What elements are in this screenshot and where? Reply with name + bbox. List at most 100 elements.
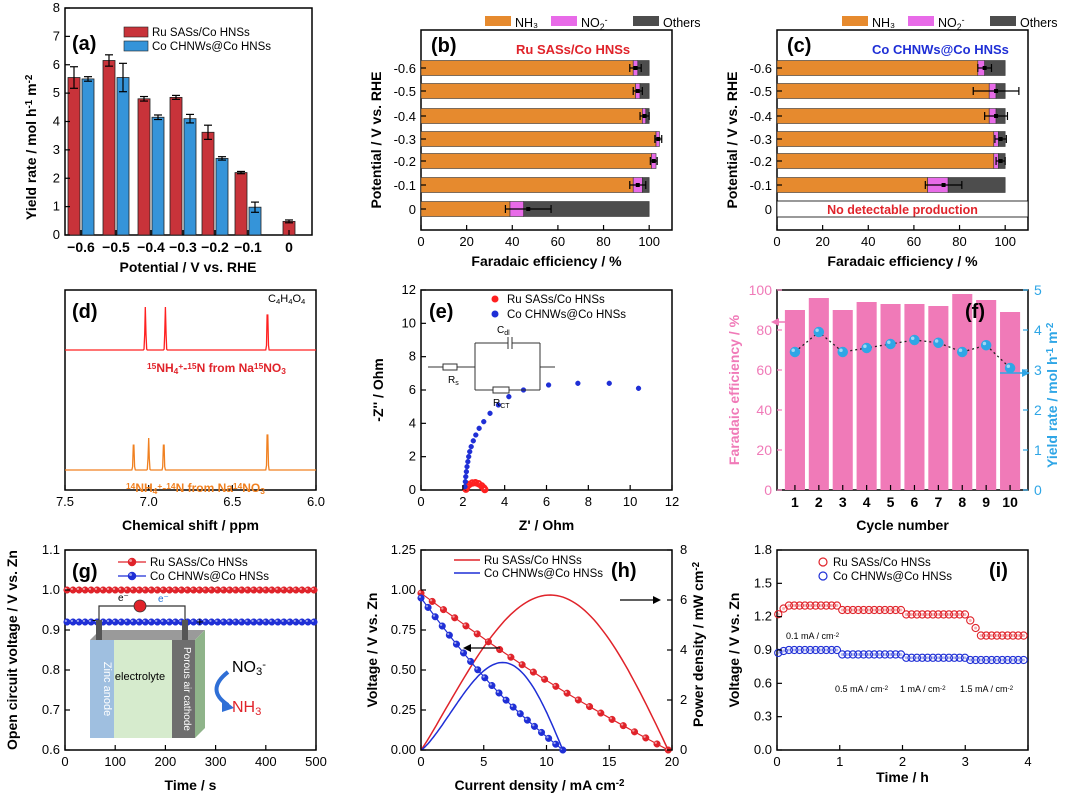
y-tick-label: -0.3 [394,132,416,147]
y-tick-label: 0.50 [391,662,416,677]
point-highlight [910,336,915,340]
point-highlight [305,619,308,622]
data-point [481,485,489,494]
stacked-bar [776,131,995,147]
point-highlight [532,724,535,727]
data-point [980,339,992,351]
data-point [75,586,83,594]
text-span: NO [232,659,256,676]
text-span: NH [135,481,152,495]
point-fill [920,612,924,616]
point-highlight [553,741,556,745]
legend-marker [818,571,828,581]
point-highlight [179,587,182,590]
text-span: 14 [233,481,243,491]
stacked-bar [420,177,634,193]
panel-label: (b) [431,35,457,57]
point-highlight [161,619,164,622]
data-point [806,645,815,655]
point-fill [947,612,951,616]
point-highlight [251,587,254,590]
y-tick-label: 1.00 [391,582,416,597]
data-point [226,586,234,594]
x-tick-label: 7 [934,494,942,510]
legend-swatch [842,16,868,26]
point-highlight [475,667,478,670]
x-tick-label: 9 [982,494,990,510]
point-highlight [64,619,68,622]
bar [928,306,949,490]
point-highlight [474,631,478,634]
cathode-terminal [182,620,188,640]
plot-frame [64,549,317,751]
y-tick-label: -0.5 [750,84,772,99]
y-tick-label: 0 [53,227,60,242]
data-point [244,586,252,594]
spectrum-label: 14NH4+-14N from Na14NO3 [126,481,265,497]
data-point [541,675,549,683]
text-span: 2 [600,22,605,32]
x-tick-label: 100 [994,234,1016,249]
point-highlight [452,615,455,618]
point-fill [995,658,999,662]
air-cathode [172,640,195,738]
error-center [998,159,1003,163]
y-tick-label: 0 [680,742,687,757]
data-point [274,618,282,626]
text-span: NO [242,481,260,495]
point-fill [830,648,834,652]
point-highlight [233,587,236,590]
panel-label: (d) [72,301,98,323]
data-point [586,703,594,711]
point-fill [872,608,876,612]
anode-terminal [96,620,102,640]
point-fill [883,652,887,656]
point-highlight [531,669,534,673]
point-highlight [191,587,194,590]
point-fill [846,608,850,612]
point-highlight [863,344,867,348]
data-point [523,716,531,724]
text-span: m [1044,331,1060,347]
data-point [619,722,627,730]
text-span: -2 [691,561,702,570]
data-point [790,601,799,610]
electron-label: e⁻ [118,593,129,604]
bar [67,77,81,236]
point-highlight [463,623,466,626]
data-point [69,618,77,626]
data-point [298,586,306,594]
point-fill [963,612,967,616]
data-point [934,653,943,662]
y-tick-label: 8 [680,542,687,557]
x-tick-label: 60 [907,234,921,249]
x-tick-label: 6 [543,494,550,509]
data-point [909,334,920,346]
point-highlight [185,587,188,590]
data-point [463,469,470,475]
text-span: - [605,15,608,25]
point-fill [931,656,935,660]
point-fill [830,604,834,608]
point-highlight [76,587,80,590]
data-point [545,382,552,388]
legend-label: Co CHNWs@Co HNSs [833,571,952,583]
y-tick-label-right: 1 [1034,442,1042,458]
y-tick-label: 0.0 [754,742,772,757]
current-label: 0.1 mA / cm-2 [786,631,840,641]
data-point [998,655,1007,665]
text-span: NH [156,361,173,375]
data-point [982,631,991,640]
y-tick-label: 12 [402,282,416,297]
data-point [462,479,468,485]
data-point [1008,655,1018,665]
point-fill [1022,634,1026,638]
point-fill [952,656,956,660]
stacked-bar [776,108,990,124]
point-highlight [149,587,152,590]
data-point [563,689,571,697]
x-axis-title: Time / s [165,777,217,793]
point-fill [931,612,935,616]
data-point [552,740,560,748]
